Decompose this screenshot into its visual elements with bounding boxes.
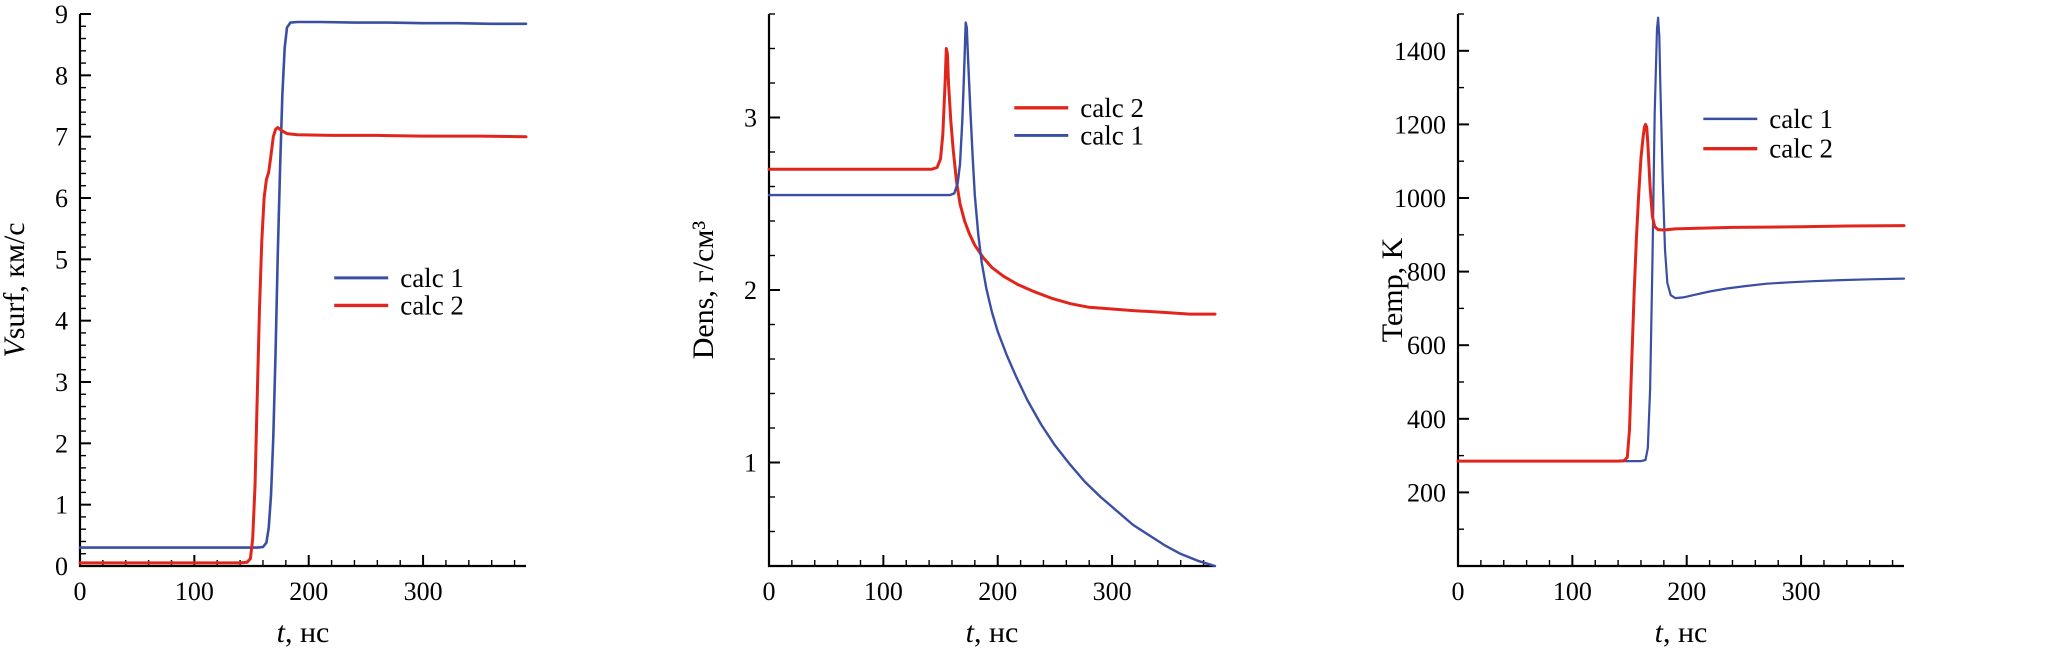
x-axis-label: t, нс [1655, 616, 1708, 649]
y-tick-label: 3 [744, 104, 757, 133]
y-tick-label: 1000 [1394, 184, 1446, 213]
panel-vsurf: 0 100 200 300 0 1 2 3 4 5 6 7 8 9 t, нс Vsurf, км/с calc… [0, 0, 689, 658]
x-tick-label: 300 [404, 577, 443, 606]
y-tick-label: 9 [55, 0, 68, 29]
y-axis-label: Dens, г/см³ [689, 221, 720, 360]
axes [78, 14, 526, 568]
series-calc-1 [767, 21, 1217, 568]
axes [1456, 14, 1904, 568]
x-tick-label: 200 [1667, 577, 1706, 606]
y-axis-label: Temp, K [1378, 237, 1409, 342]
x-tick-label: 100 [864, 577, 903, 606]
legend-label-calc-1: calc 1 [400, 263, 464, 293]
y-tick-label: 7 [55, 123, 68, 152]
chart-vsurf: 0 100 200 300 0 1 2 3 4 5 6 7 8 9 t, нс Vsurf, км/с calc… [0, 0, 528, 649]
series-calc-2 [78, 126, 528, 565]
legend-label-calc-2: calc 2 [400, 290, 464, 320]
x-tick-label: 0 [763, 577, 776, 606]
x-tick-label: 100 [175, 577, 214, 606]
y-tick-label: 0 [55, 552, 68, 581]
y-tick-label: 6 [55, 184, 68, 213]
y-tick-label: 4 [55, 307, 68, 336]
legend-label-calc-2: calc 2 [1769, 134, 1833, 164]
x-tick-label: 0 [1452, 577, 1465, 606]
y-tick-label: 200 [1407, 478, 1446, 507]
series-calc-2 [1456, 122, 1906, 463]
chart-temp: 0 100 200 300 200 400 600 800 1000 1200 1400 t, нс T… [1378, 13, 1906, 649]
y-tick-label: 1 [55, 491, 68, 520]
x-tick-label: 300 [1782, 577, 1821, 606]
y-tick-label: 1200 [1394, 110, 1446, 139]
y-tick-label: 2 [55, 429, 68, 458]
y-tick-label: 800 [1407, 258, 1446, 287]
legend-label-calc-2: calc 2 [1080, 93, 1144, 123]
series-calc-2 [767, 47, 1217, 316]
x-tick-label: 200 [978, 577, 1017, 606]
panel-temp: 0 100 200 300 200 400 600 800 1000 1200 1400 t, нс T… [1378, 0, 2067, 658]
x-tick-label: 200 [289, 577, 328, 606]
y-tick-label: 8 [55, 61, 68, 90]
legend-label-calc-1: calc 1 [1769, 104, 1833, 134]
x-axis-label: t, нс [966, 616, 1019, 649]
y-axis-label: Vsurf, км/с [0, 222, 31, 357]
x-tick-label: 0 [74, 577, 87, 606]
x-tick-label: 300 [1093, 577, 1132, 606]
chart-dens: 0 100 200 300 1 2 3 t, нс Dens, г/см³ calc 2calc … [689, 13, 1217, 649]
y-tick-label: 2 [744, 276, 757, 305]
legend-label-calc-1: calc 1 [1080, 120, 1144, 150]
y-tick-label: 600 [1407, 331, 1446, 360]
y-tick-label: 3 [55, 368, 68, 397]
series-calc-1 [1456, 16, 1906, 463]
y-tick-label: 5 [55, 245, 68, 274]
series-calc-1 [78, 20, 528, 549]
axes [767, 14, 1215, 568]
y-tick-label: 1400 [1394, 37, 1446, 66]
panel-dens: 0 100 200 300 1 2 3 t, нс Dens, г/см³ calc 2 calc … [689, 0, 1378, 658]
y-tick-label: 400 [1407, 405, 1446, 434]
x-tick-label: 100 [1553, 577, 1592, 606]
x-axis-label: t, нс [277, 616, 330, 649]
y-tick-label: 1 [744, 449, 757, 478]
